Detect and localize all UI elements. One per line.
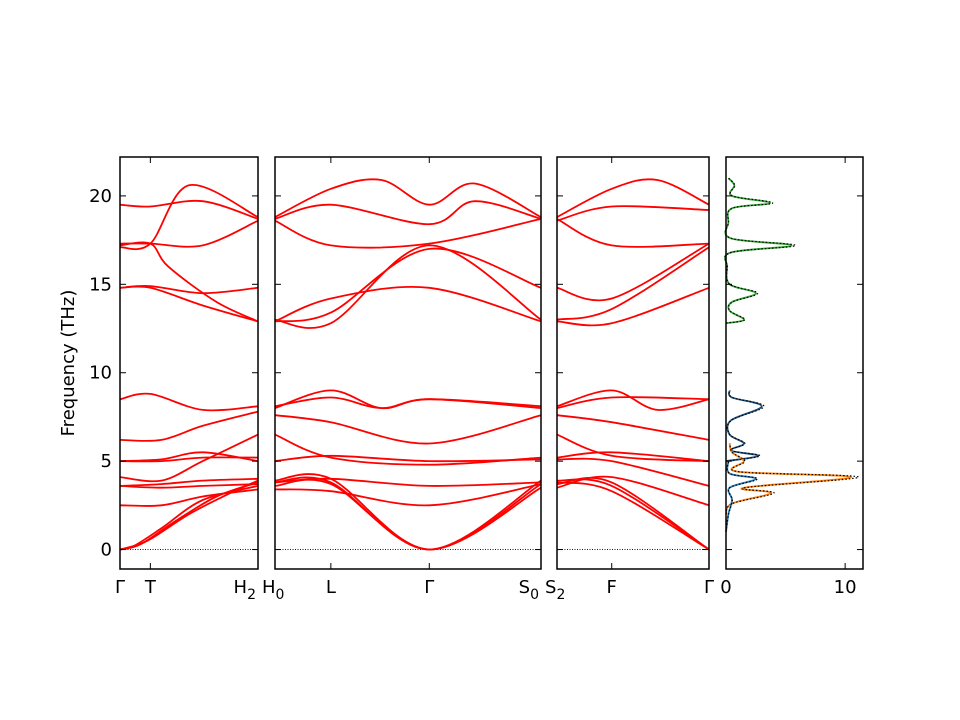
phonon-band-3-3 (556, 481, 710, 551)
phonon-band-3-5 (556, 457, 710, 487)
q-point-label: Γ (115, 577, 125, 598)
phonon-band-2-11 (274, 285, 542, 323)
phonon-band-3-16 (556, 205, 710, 222)
phonon-band-1-10 (119, 410, 259, 442)
phonon-band-3-15 (556, 178, 710, 218)
phonon-band-1-15 (119, 219, 259, 248)
phonon-band-3-2 (556, 478, 710, 551)
phonon-band-1-1 (119, 485, 259, 551)
phonon-band-1-4 (119, 488, 259, 507)
panel-frame (274, 156, 542, 570)
phonon-band-1-7 (119, 433, 259, 483)
dos-total-2 (725, 390, 765, 462)
y-tick-label: 10 (89, 363, 112, 384)
phonon-band-2-13 (274, 244, 542, 329)
q-point-label: S2 (545, 577, 565, 603)
dos-x-tick-label: 0 (720, 577, 731, 598)
phonon-band-2-2 (274, 476, 542, 551)
q-point-label: F (607, 577, 617, 598)
phonon-band-3-7 (556, 451, 710, 462)
phonon-band-2-3 (274, 473, 542, 551)
phonon-band-2-12 (274, 247, 542, 323)
phonon-band-3-10 (556, 396, 710, 409)
phonon-band-3-4 (556, 475, 710, 507)
dos-total-3 (725, 443, 860, 515)
phonon-band-3-11 (556, 286, 710, 327)
q-point-label: H0 (262, 577, 284, 603)
phonon-band-3-9 (556, 389, 710, 411)
q-point-label: S0 (519, 577, 539, 603)
phonon-band-3-8 (556, 414, 710, 441)
phonon-band-3-6 (556, 433, 710, 462)
panel-frame (556, 156, 710, 570)
dos-frame (725, 156, 864, 570)
phonon-band-2-14 (274, 218, 542, 249)
phonon-band-1-2 (119, 481, 259, 551)
q-point-label: T (144, 577, 157, 598)
phonon-band-2-4 (274, 483, 542, 507)
dos-panel: 0 10 (720, 156, 864, 598)
phonon-band-3-12 (556, 242, 710, 302)
y-tick-label: 20 (89, 186, 112, 207)
phonon-band-1-13 (119, 285, 259, 295)
y-tick-label: 5 (101, 451, 112, 472)
phonon-band-3-13 (556, 246, 710, 321)
phonon-band-1-3 (119, 479, 259, 551)
phonon-band-1-6 (119, 483, 259, 489)
y-axis-label: Frequency (THz) (58, 290, 79, 437)
dos-x-tick-label: 10 (834, 577, 857, 598)
q-point-label: H2 (234, 577, 256, 603)
phonon-band-2-15 (274, 178, 542, 218)
y-tick-label: 15 (89, 274, 112, 295)
phonon-band-2-7 (274, 454, 542, 463)
band-panel-2: L Γ S0 S2 (274, 156, 565, 603)
phonon-band-1-14 (119, 241, 259, 323)
dos-total-4 (725, 461, 759, 532)
phonon-band-1-9 (119, 451, 259, 462)
phonon-band-1-11 (119, 392, 259, 412)
band-panel-1: Γ T H2 H0 0 5 10 15 20 (89, 156, 284, 603)
phonon-band-2-10 (274, 389, 542, 410)
dos-series-3 (725, 443, 853, 515)
q-point-label: Γ (424, 577, 434, 598)
q-point-label: L (326, 577, 336, 598)
phonon-band-2-5 (274, 477, 542, 487)
phonon-band-1-17 (119, 199, 259, 220)
phonon-band-3-14 (556, 218, 710, 248)
phonon-band-3-1 (556, 477, 710, 551)
phonon-band-2-8 (274, 414, 542, 445)
q-point-label: Γ (704, 577, 714, 598)
y-tick-label: 0 (101, 540, 112, 561)
phonon-band-1-16 (119, 184, 259, 251)
dos-total-1 (724, 177, 797, 324)
phonon-band-1-5 (119, 477, 259, 487)
panel-frame (119, 156, 259, 570)
phonon-band-2-16 (274, 200, 542, 226)
